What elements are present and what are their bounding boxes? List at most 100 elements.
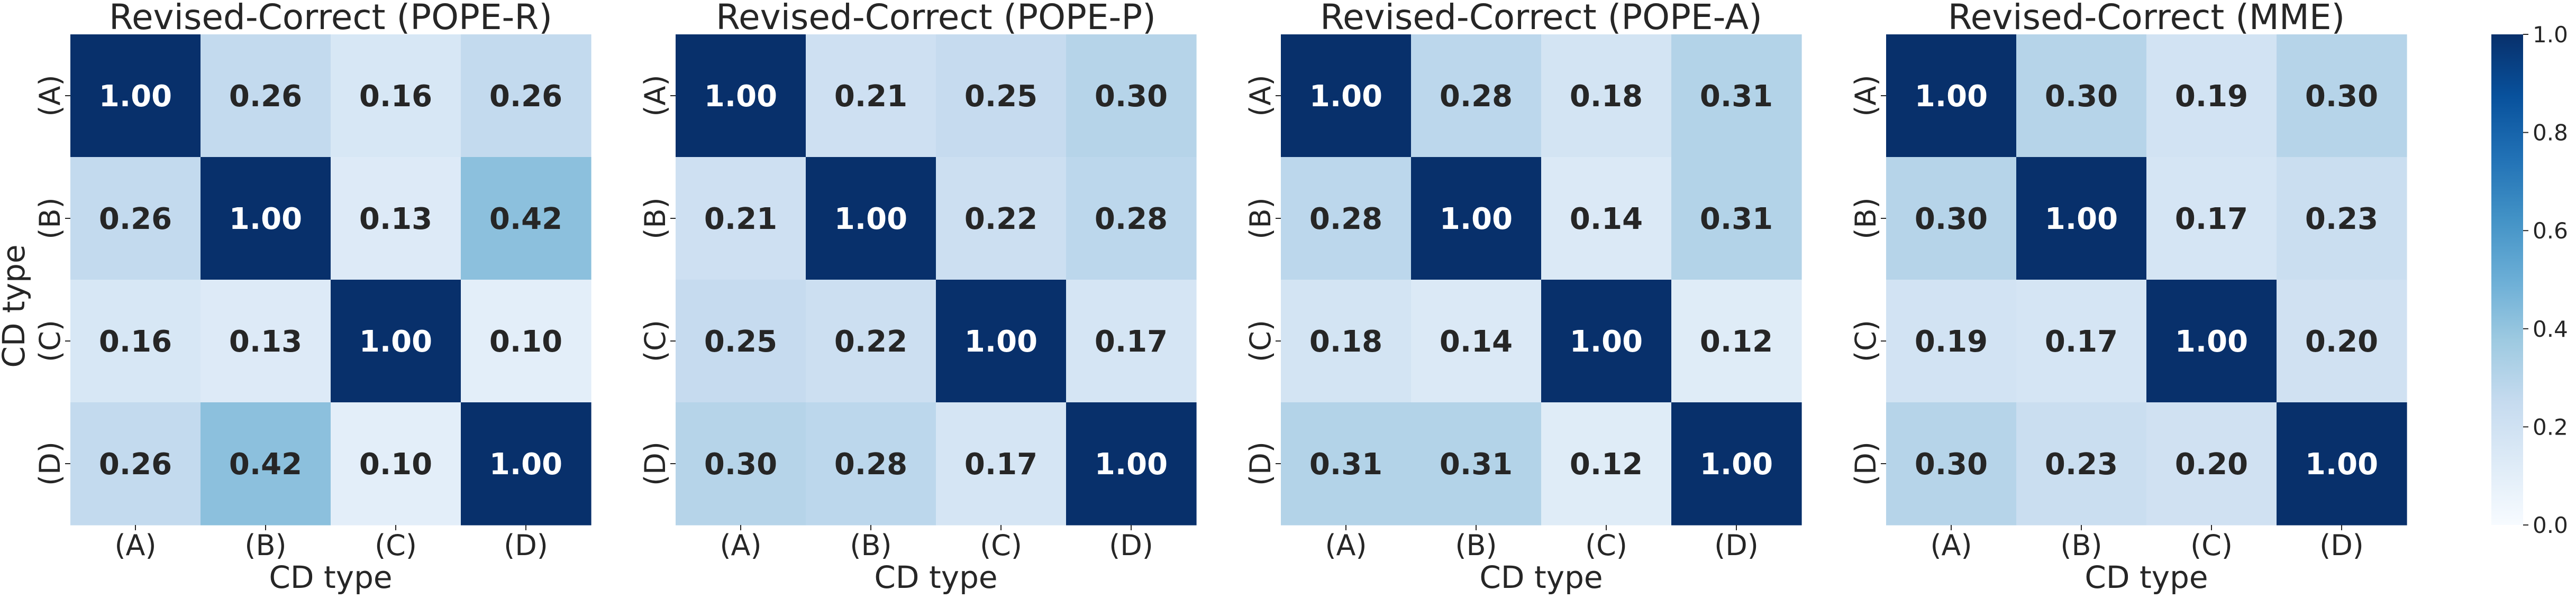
cell-value-label: 0.19 bbox=[2175, 79, 2248, 114]
heatmap-cell bbox=[676, 34, 806, 158]
heatmap-cell bbox=[936, 402, 1067, 526]
cell-value-label: 0.30 bbox=[1095, 79, 1168, 114]
cell-value-label: 0.12 bbox=[1570, 447, 1643, 482]
cell-value-label: 1.00 bbox=[229, 202, 302, 236]
heatmap-cell bbox=[331, 157, 461, 280]
heatmap-cell bbox=[201, 402, 331, 526]
cell-value-label: 0.10 bbox=[489, 325, 562, 359]
heatmap-cell bbox=[1671, 402, 1802, 526]
cell-value-label: 0.18 bbox=[1309, 325, 1382, 359]
panel-title: Revised-Correct (POPE-R) bbox=[109, 0, 552, 38]
y-tick-label: (A) bbox=[639, 75, 672, 116]
heatmap-cell bbox=[1886, 402, 2017, 526]
heatmap-panel: Revised-Correct (POPE-R) 1.00 0.26 0.16 0.26… bbox=[33, 0, 591, 595]
heatmap-panels: Revised-Correct (POPE-R) 1.00 0.26 0.16 0.26… bbox=[33, 0, 2407, 595]
cell-value-label: 1.00 bbox=[704, 79, 777, 114]
cell-value-label: 0.31 bbox=[1700, 202, 1773, 236]
heatmap-cell bbox=[1411, 402, 1542, 526]
x-tick-label: (D) bbox=[2319, 529, 2364, 562]
panel-title: Revised-Correct (MME) bbox=[1948, 0, 2345, 38]
x-tick-label: (C) bbox=[980, 529, 1022, 562]
cell-value-label: 1.00 bbox=[1570, 325, 1643, 359]
heatmap-cell bbox=[1066, 402, 1197, 526]
panel-title: Revised-Correct (POPE-A) bbox=[1320, 0, 1762, 38]
heatmap-cell bbox=[70, 34, 201, 158]
heatmap-cell bbox=[2016, 402, 2147, 526]
heatmap-cell bbox=[1281, 280, 1412, 403]
colorbar-tick-label: 0.0 bbox=[2533, 512, 2568, 538]
heatmap-cell bbox=[461, 402, 591, 526]
heatmap-cell bbox=[936, 34, 1067, 158]
heatmap-cell bbox=[2277, 402, 2407, 526]
heatmap-cell bbox=[1541, 280, 1672, 403]
cell-value-label: 0.13 bbox=[359, 202, 432, 236]
cell-value-label: 0.42 bbox=[489, 202, 562, 236]
cell-value-label: 0.26 bbox=[229, 79, 302, 114]
heatmap-cell bbox=[936, 157, 1067, 280]
cell-value-label: 1.00 bbox=[1915, 79, 1988, 114]
colorbar: 0.0 0.2 0.4 0.6 0.8 1.0 bbox=[2491, 22, 2568, 538]
x-tick-label: (C) bbox=[375, 529, 417, 562]
cell-value-label: 1.00 bbox=[1700, 447, 1773, 482]
y-tick-label: (B) bbox=[639, 197, 672, 239]
cell-value-label: 0.30 bbox=[704, 447, 777, 482]
heatmap-cell bbox=[806, 157, 936, 280]
x-axis-label: CD type bbox=[874, 559, 997, 595]
cell-value-label: 0.20 bbox=[2175, 447, 2248, 482]
heatmap-panel: Revised-Correct (POPE-A) 1.00 0.28 0.18 0.31… bbox=[1244, 0, 1802, 595]
cell-value-label: 0.16 bbox=[99, 325, 172, 359]
heatmap-cell bbox=[1671, 34, 1802, 158]
cell-value-label: 1.00 bbox=[359, 325, 432, 359]
cell-value-label: 0.13 bbox=[229, 325, 302, 359]
heatmap-cell bbox=[2146, 402, 2277, 526]
x-tick-label: (B) bbox=[2060, 529, 2102, 562]
cell-value-label: 0.16 bbox=[359, 79, 432, 114]
cell-value-label: 0.31 bbox=[1309, 447, 1382, 482]
heatmap-cell bbox=[1886, 157, 2017, 280]
cell-value-label: 0.19 bbox=[1915, 325, 1988, 359]
heatmap-panel: Revised-Correct (MME) 1.00 0.30 0.19 0.30 0.3… bbox=[1849, 0, 2407, 595]
x-tick-label: (B) bbox=[850, 529, 891, 562]
cell-value-label: 0.30 bbox=[2305, 79, 2378, 114]
cell-value-label: 0.30 bbox=[2045, 79, 2118, 114]
heatmap-cell bbox=[2277, 34, 2407, 158]
y-tick-label: (C) bbox=[1244, 320, 1277, 362]
colorbar-tick-label: 0.8 bbox=[2533, 120, 2568, 146]
heatmap-cell bbox=[201, 157, 331, 280]
heatmap-cell bbox=[2277, 280, 2407, 403]
x-tick-label: (D) bbox=[1109, 529, 1153, 562]
heatmap-cell bbox=[1281, 34, 1412, 158]
cell-value-label: 0.21 bbox=[834, 79, 907, 114]
cell-value-label: 1.00 bbox=[2175, 325, 2248, 359]
cell-value-label: 0.26 bbox=[489, 79, 562, 114]
cell-value-label: 0.10 bbox=[359, 447, 432, 482]
heatmap-cell bbox=[806, 402, 936, 526]
y-tick-label: (C) bbox=[33, 320, 67, 362]
cell-value-label: 0.22 bbox=[964, 202, 1037, 236]
cell-value-label: 0.14 bbox=[1570, 202, 1643, 236]
heatmap-cell bbox=[936, 280, 1067, 403]
cell-value-label: 0.25 bbox=[964, 79, 1037, 114]
cell-value-label: 0.18 bbox=[1570, 79, 1643, 114]
heatmap-cell bbox=[1886, 280, 2017, 403]
heatmap-cell bbox=[1066, 34, 1197, 158]
y-tick-label: (D) bbox=[639, 441, 672, 486]
y-tick-label: (B) bbox=[33, 197, 67, 239]
heatmap-panel: Revised-Correct (POPE-P) 1.00 0.21 0.25 0.30… bbox=[639, 0, 1197, 595]
y-tick-label: (D) bbox=[33, 441, 67, 486]
cell-value-label: 0.17 bbox=[1095, 325, 1168, 359]
heatmap-cell bbox=[70, 280, 201, 403]
cell-value-label: 1.00 bbox=[2305, 447, 2378, 482]
heatmap-cell bbox=[1671, 280, 1802, 403]
y-tick-label: (C) bbox=[639, 320, 672, 362]
cell-value-label: 0.17 bbox=[964, 447, 1037, 482]
cell-value-label: 1.00 bbox=[834, 202, 907, 236]
heatmap-cell bbox=[2146, 280, 2277, 403]
heatmap-cell bbox=[2016, 280, 2147, 403]
cell-value-label: 0.30 bbox=[1915, 447, 1988, 482]
heatmap-cell bbox=[676, 280, 806, 403]
heatmap-cell bbox=[2016, 157, 2147, 280]
heatmap-cell bbox=[1541, 402, 1672, 526]
heatmap-cell bbox=[1886, 34, 2017, 158]
heatmap-cell bbox=[331, 34, 461, 158]
